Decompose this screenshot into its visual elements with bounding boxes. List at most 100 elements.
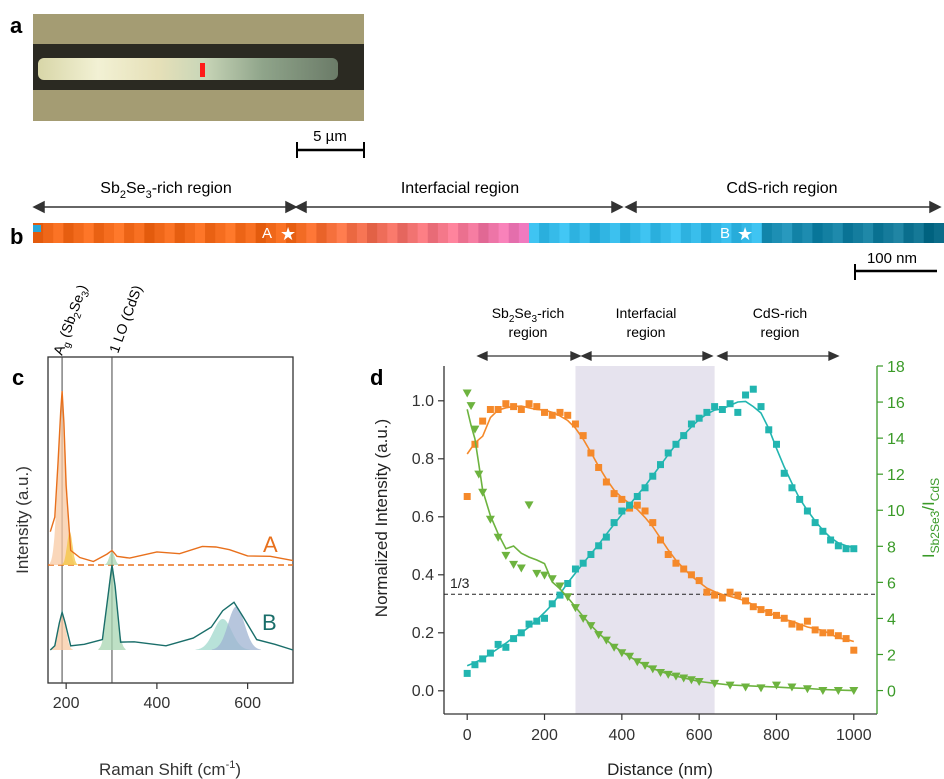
strip-cell xyxy=(184,223,196,243)
strip-cell xyxy=(771,223,783,243)
marker-Sb2Se3 xyxy=(533,403,541,411)
marker-CdS xyxy=(602,533,610,541)
svg-text:region: region xyxy=(761,324,800,340)
panel-d-xlabel: Distance (nm) xyxy=(607,760,713,779)
marker-Ratio xyxy=(478,488,488,497)
strip-cell xyxy=(893,223,905,243)
marker-Ratio xyxy=(586,622,596,631)
marker-Sb2Se3 xyxy=(742,597,750,605)
point-label-b: B xyxy=(720,225,730,242)
point-b-star: ★ xyxy=(737,224,753,244)
marker-Sb2Se3 xyxy=(718,594,726,602)
marker-Sb2Se3 xyxy=(479,417,487,425)
strip-cell xyxy=(93,223,105,243)
marker-CdS xyxy=(742,391,750,399)
spectrum-line-B xyxy=(49,564,294,651)
strip-cell xyxy=(296,223,307,243)
d-y2tick-label: 4 xyxy=(887,611,896,628)
svg-text:region: region xyxy=(627,324,666,340)
marker-Ratio xyxy=(710,679,720,688)
marker-CdS xyxy=(587,551,595,558)
strip-cell xyxy=(397,223,409,243)
d-y2tick-label: 2 xyxy=(887,647,896,664)
marker-CdS xyxy=(471,661,479,669)
marker-Sb2Se3 xyxy=(579,432,587,440)
marker-Ratio xyxy=(474,470,484,479)
strip-cell xyxy=(741,223,753,243)
d-xtick-label: 0 xyxy=(463,727,472,744)
marker-CdS xyxy=(680,432,688,440)
d-xtick-label: 800 xyxy=(763,727,790,744)
d-ytick-label: 0.0 xyxy=(412,683,434,700)
strip-cell xyxy=(316,223,328,243)
marker-Ratio xyxy=(725,681,735,690)
strip-cell xyxy=(620,223,631,243)
strip-cell xyxy=(468,223,479,243)
strip-cell xyxy=(164,223,176,243)
marker-CdS xyxy=(780,469,788,477)
marker-Sb2Se3 xyxy=(796,623,804,631)
strip-cell xyxy=(255,223,267,243)
strip-cell xyxy=(83,223,95,243)
marker-Sb2Se3 xyxy=(819,629,827,637)
panel-d-region-arrows xyxy=(476,350,840,362)
strip-cell xyxy=(883,223,894,243)
reference-line-label: 1/3 xyxy=(450,575,470,591)
marker-Ratio xyxy=(679,674,689,683)
strip-cell xyxy=(245,223,257,243)
marker-Ratio xyxy=(640,661,650,670)
marker-CdS xyxy=(649,472,657,480)
strip-cell xyxy=(356,223,368,243)
marker-Sb2Se3 xyxy=(494,406,502,413)
strip-cell xyxy=(569,223,581,243)
strip-cell xyxy=(630,223,641,243)
marker-CdS xyxy=(595,542,603,550)
marker-CdS xyxy=(641,484,649,492)
marker-Sb2Se3 xyxy=(803,617,811,625)
strip-cell xyxy=(913,223,925,243)
marker-Ratio xyxy=(671,672,681,681)
c-xtick-label: 600 xyxy=(234,695,261,712)
scale-bar-b-label: 100 nm xyxy=(867,250,917,267)
strip-cell xyxy=(174,223,186,243)
marker-Ratio xyxy=(578,614,588,623)
d-ytick-label: 0.8 xyxy=(412,451,434,468)
marker-Sb2Se3 xyxy=(695,577,703,585)
strip-cell xyxy=(822,223,834,243)
marker-CdS xyxy=(618,507,626,515)
marker-Sb2Se3 xyxy=(602,478,610,486)
marker-Ratio xyxy=(555,582,565,591)
marker-Sb2Se3 xyxy=(703,588,711,596)
marker-CdS xyxy=(548,600,556,608)
d-xtick-label: 600 xyxy=(686,727,713,744)
marker-Ratio xyxy=(625,652,635,661)
strip-cell xyxy=(832,223,844,243)
marker-Ratio xyxy=(540,571,550,580)
strip-cell xyxy=(154,223,166,243)
strip-cell xyxy=(721,223,733,243)
strip-cell xyxy=(508,223,520,243)
strip-cell xyxy=(498,223,510,243)
marker-CdS xyxy=(842,545,850,553)
strip-cell xyxy=(346,223,358,243)
strip-cell xyxy=(518,223,530,243)
d-ytick-label: 0.4 xyxy=(412,567,434,584)
marker-CdS xyxy=(811,519,819,527)
marker-CdS xyxy=(633,493,641,500)
strip-cell xyxy=(53,223,64,243)
strip-cell xyxy=(205,223,216,243)
marker-CdS xyxy=(525,620,533,628)
marker-Ratio xyxy=(686,676,696,685)
panel-d-region-headers: Sb2Se3-rich region Interfacial region Cd… xyxy=(492,305,808,340)
marker-Ratio xyxy=(609,643,619,652)
marker-Ratio xyxy=(570,604,580,613)
svg-text:region: region xyxy=(509,324,548,340)
marker-CdS xyxy=(827,536,835,544)
marker-Sb2Se3 xyxy=(788,620,796,628)
spectrum-label-B: B xyxy=(262,610,277,635)
region-label-cds: CdS-rich region xyxy=(726,180,837,197)
svg-text:Sb2Se3-rich: Sb2Se3-rich xyxy=(492,305,565,325)
marker-CdS xyxy=(579,559,587,567)
strip-cell xyxy=(873,223,884,243)
marker-Sb2Se3 xyxy=(541,408,549,416)
